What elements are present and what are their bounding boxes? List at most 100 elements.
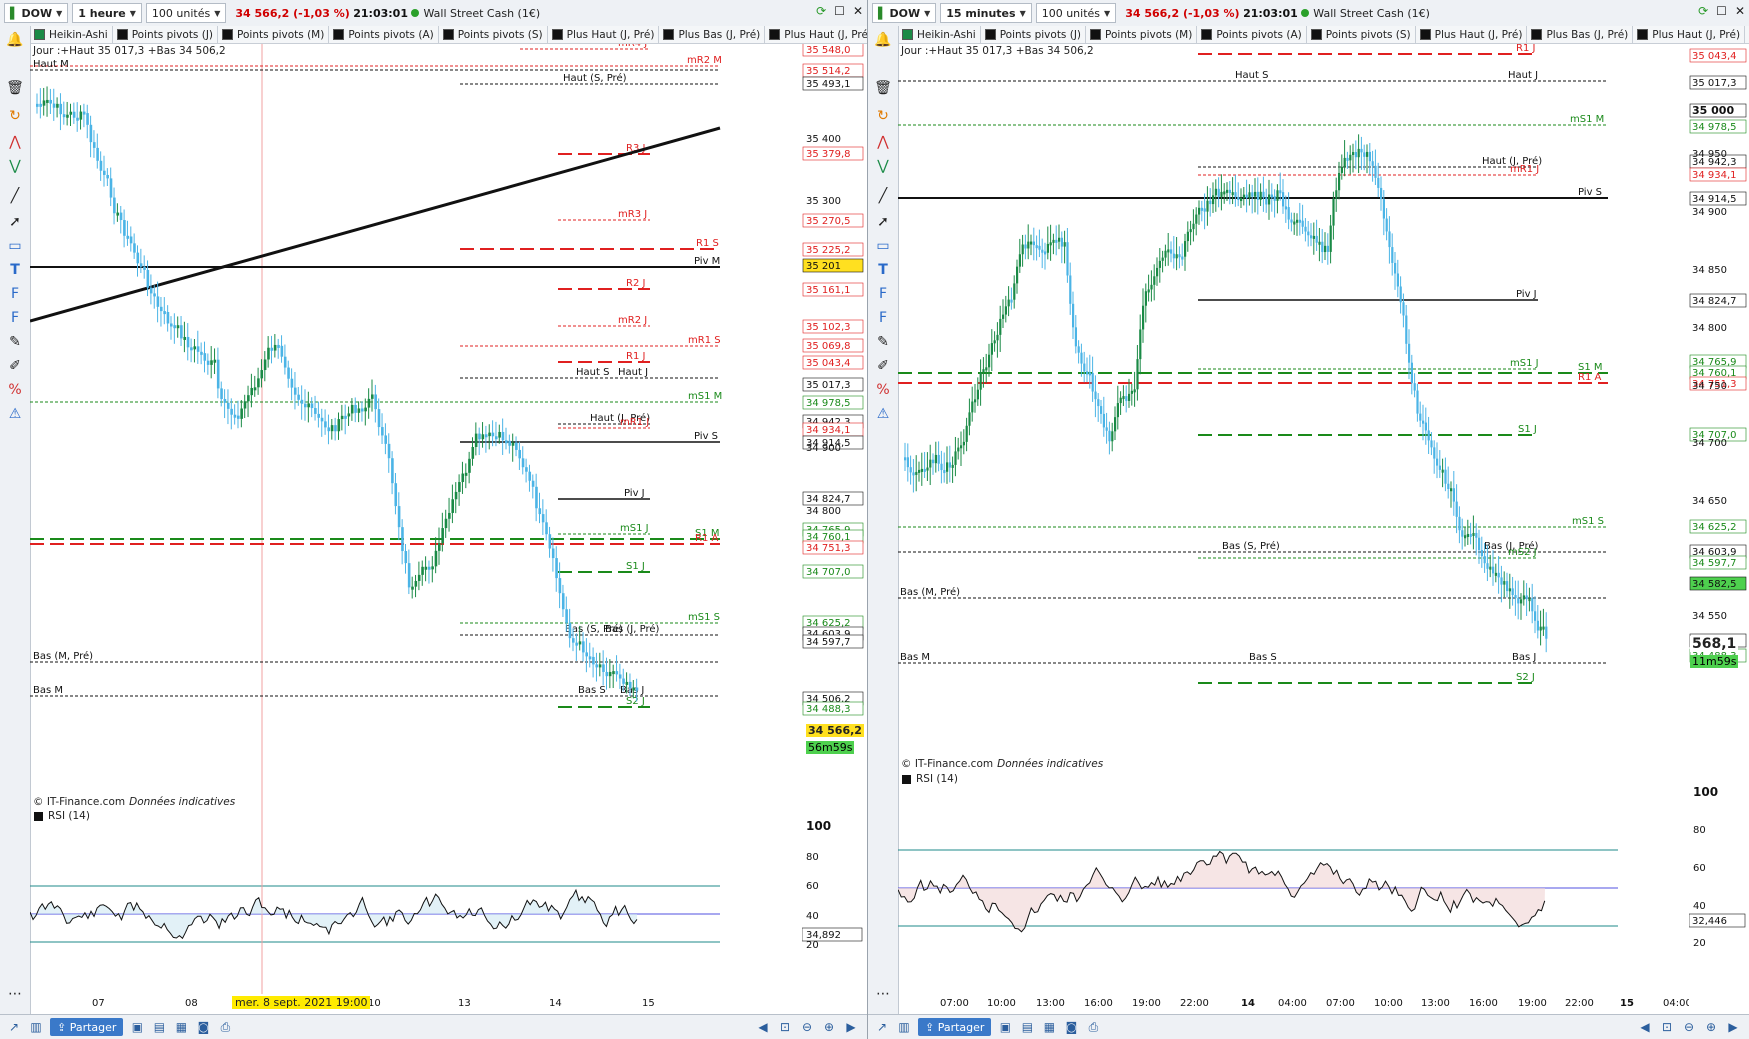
trash-icon[interactable]: 🗑 [874, 80, 892, 96]
checkbox-icon[interactable] [116, 29, 128, 40]
checkbox-icon[interactable] [1090, 29, 1102, 40]
rectangle-tool-icon[interactable]: ▭ [876, 238, 890, 254]
share-button[interactable]: ⇪ Partager [50, 1018, 124, 1036]
indicator-icon[interactable]: ↻ [877, 108, 889, 124]
maximize-icon[interactable]: ☐ [834, 4, 845, 18]
window-icon[interactable]: ▣ [999, 1020, 1012, 1034]
right-price-chart[interactable]: R1 J Haut S Haut J mS1 M Haut (J, Pré)mR1 J P… [898, 44, 1689, 774]
indicator-tab[interactable]: Points pivots (A) [1197, 26, 1307, 43]
fib-fan-icon[interactable]: F [878, 310, 888, 326]
indicator-tab[interactable]: Points pivots (J) [113, 26, 219, 43]
text-tool-icon[interactable]: T [10, 262, 20, 278]
chart-type-icon[interactable]: ⋀ [9, 134, 21, 150]
zoom-out-icon[interactable]: ⊖ [801, 1020, 813, 1034]
maximize-icon[interactable]: ☐ [1716, 4, 1727, 18]
window-icon[interactable]: ▣ [131, 1020, 144, 1034]
indicator-tab[interactable]: Heikin-Ashi [898, 26, 981, 43]
line-tool-icon[interactable]: ╱ [10, 188, 20, 204]
trend-icon[interactable]: ⋁ [877, 158, 889, 174]
left-time-axis[interactable]: 07 08 10 13 14 15 [30, 994, 802, 1010]
chart-style-icon[interactable]: ▥ [898, 1020, 910, 1034]
indicator-tab[interactable]: Plus Haut (J, Pré) [548, 26, 660, 43]
units-selector[interactable]: 100 unités ▼ [145, 3, 227, 23]
rsi-title[interactable]: RSI (14) [902, 773, 958, 785]
units-selector[interactable]: 100 unités ▼ [1035, 3, 1117, 23]
zoom-out-icon[interactable]: ⊖ [1683, 1020, 1695, 1034]
checkbox-icon[interactable] [222, 29, 234, 40]
scroll-right-icon[interactable]: ▶ [1728, 1020, 1738, 1034]
checkbox-icon[interactable] [551, 29, 563, 40]
indicator-tab[interactable]: Heikin-Ashi [30, 26, 113, 43]
indicator-tab[interactable]: Plus Haut (J, Pré) [1633, 26, 1746, 43]
grid-icon[interactable]: ▦ [175, 1020, 188, 1034]
indicator-tab[interactable]: Points pivots (S) [439, 26, 548, 43]
period-selector[interactable]: 15 minutes ▼ [940, 3, 1032, 23]
symbol-selector[interactable]: ▌ DOW ▼ [872, 3, 937, 23]
print-icon[interactable]: ⎙ [1088, 1019, 1099, 1034]
fibonacci-icon[interactable]: F [10, 286, 20, 302]
close-icon[interactable]: ✕ [852, 4, 863, 18]
camera-icon[interactable]: ◙ [197, 1020, 210, 1034]
refresh-icon[interactable]: ⟳ [1698, 4, 1709, 18]
scroll-right-icon[interactable]: ▶ [846, 1020, 856, 1034]
percent-icon[interactable]: % [876, 382, 890, 398]
checkbox-icon[interactable] [1531, 29, 1543, 40]
pencil-icon[interactable]: ✎ [877, 334, 889, 350]
line-tool-icon[interactable]: ╱ [878, 188, 888, 204]
alert-line-icon[interactable]: ⚠ [8, 406, 22, 422]
brush-icon[interactable]: ✐ [9, 358, 21, 374]
checkbox-icon[interactable] [1310, 29, 1322, 40]
right-rsi-chart[interactable] [898, 774, 1689, 994]
indicator-tab[interactable]: Plus Bas (J, Pré) [659, 26, 766, 43]
indicator-tab[interactable]: Plus Bas (J, Pré) [1527, 26, 1634, 43]
grid-icon[interactable]: ▦ [1043, 1020, 1056, 1034]
checkbox-icon[interactable] [1419, 29, 1431, 40]
left-price-axis[interactable]: 35 548,0 35 514,2 35 493,1 35 379,8 35 270,5… [802, 44, 867, 814]
scroll-left-icon[interactable]: ◀ [1640, 1020, 1650, 1034]
zoom-in-icon[interactable]: ⊕ [1705, 1020, 1717, 1034]
rsi-title[interactable]: RSI (14) [34, 810, 90, 822]
indicator-tab[interactable]: Points pivots (M) [218, 26, 330, 43]
left-rsi-chart[interactable] [30, 814, 802, 994]
more-icon[interactable]: ⋯ [876, 986, 890, 1002]
zoom-fit-icon[interactable]: ⊡ [1661, 1020, 1673, 1034]
alert-line-icon[interactable]: ⚠ [876, 406, 890, 422]
scroll-left-icon[interactable]: ◀ [758, 1020, 768, 1034]
layout-icon[interactable]: ▤ [153, 1020, 166, 1034]
checkbox-icon[interactable] [1201, 29, 1213, 40]
trash-icon[interactable]: 🗑 [6, 80, 24, 96]
period-selector[interactable]: 1 heure ▼ [72, 3, 142, 23]
indicator-tab[interactable]: Points pivots (M) [1086, 26, 1198, 43]
indicator-tab[interactable]: Points pivots (S) [1307, 26, 1416, 43]
pencil-icon[interactable]: ✎ [9, 334, 21, 350]
fibonacci-icon[interactable]: F [878, 286, 888, 302]
indicator-tab[interactable]: Plus Haut (J, Pré) [1416, 26, 1528, 43]
layout-icon[interactable]: ▤ [1021, 1020, 1034, 1034]
share-button[interactable]: ⇪ Partager [918, 1018, 992, 1036]
indicator-tab[interactable]: Plus [1745, 26, 1749, 43]
trend-icon[interactable]: ⋁ [9, 158, 21, 174]
indicator-icon[interactable]: ↻ [9, 108, 21, 124]
cursor-icon[interactable]: ➚ [877, 214, 889, 230]
left-price-chart[interactable]: mR4 J mR2 M Haut M Haut (S, Pré) R3 J mR3 J R1… [30, 44, 802, 814]
cursor-mode-icon[interactable]: ↗ [876, 1020, 888, 1034]
brush-icon[interactable]: ✐ [877, 358, 889, 374]
alert-bell-icon[interactable]: 🔔 [6, 32, 24, 48]
fib-fan-icon[interactable]: F [10, 310, 20, 326]
cursor-icon[interactable]: ➚ [9, 214, 21, 230]
indicator-tab[interactable]: Points pivots (A) [329, 26, 439, 43]
cursor-mode-icon[interactable]: ↗ [8, 1020, 20, 1034]
refresh-icon[interactable]: ⟳ [816, 4, 827, 18]
alert-bell-icon[interactable]: 🔔 [874, 32, 892, 48]
close-icon[interactable]: ✕ [1734, 4, 1745, 18]
percent-icon[interactable]: % [8, 382, 22, 398]
rectangle-tool-icon[interactable]: ▭ [8, 238, 22, 254]
checkbox-icon[interactable] [333, 29, 345, 40]
checkbox-icon[interactable] [442, 29, 454, 40]
checkbox-icon[interactable] [984, 29, 996, 40]
right-time-axis[interactable]: 07:00 10:00 13:00 16:00 19:00 22:00 14 04:00 07:… [898, 994, 1689, 1010]
zoom-fit-icon[interactable]: ⊡ [779, 1020, 791, 1034]
chart-type-icon[interactable]: ⋀ [877, 134, 889, 150]
checkbox-icon[interactable] [663, 29, 675, 40]
